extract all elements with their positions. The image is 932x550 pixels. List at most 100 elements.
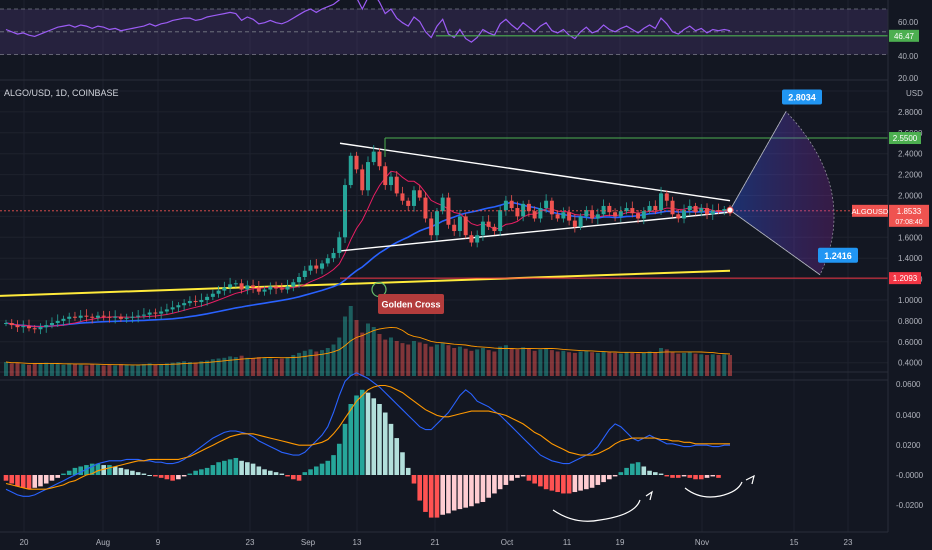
volume-bar [262,357,267,376]
volume-bar [239,355,244,376]
time-tick-label: 15 [790,538,799,547]
macd-histogram-bar [612,475,618,477]
candle-body [590,210,595,219]
candle-body [440,197,445,212]
volume-bar [515,349,520,376]
volume-bar [302,350,307,376]
volume-bar [601,351,606,376]
volume-bar [630,352,635,376]
current-price-badge[interactable]: 1.8533 07:08:40 [889,204,929,227]
macd-histogram-bar [670,475,675,478]
symbol-title[interactable]: ALGO/USD, 1D, COINBASE [4,88,119,98]
candle-body [164,309,169,312]
projection-fan [729,110,835,276]
symbol-price-tag[interactable]: ALGOUSD [852,204,889,217]
candle-body [187,301,192,304]
macd-histogram-bar [624,467,629,475]
candle-body [624,208,629,212]
price-tick-label: 1.0000 [898,296,923,305]
macd-histogram-bar [49,475,55,481]
target-up-label[interactable]: 2.8034 [782,89,822,105]
volume-bar [572,352,577,376]
macd-histogram-bar [566,475,572,494]
macd-histogram-bar [675,475,681,478]
volume-bar [670,352,675,376]
macd-histogram-bar [630,463,635,475]
price-tick-label: 2.0000 [898,192,923,201]
macd-histogram-bar [515,475,520,478]
macd-histogram-bar [331,455,336,475]
rsi-pane[interactable] [0,0,888,55]
macd-pane[interactable] [3,372,755,522]
price-axis[interactable]: 0.40000.60000.80001.00001.20001.40001.60… [852,0,932,550]
candle-body [716,210,721,212]
macd-histogram-bar [89,463,95,475]
macd-histogram-bar [256,466,262,475]
candle-body [90,316,95,318]
candle-body [182,303,187,306]
volume-bar [475,349,480,376]
level-badge-box [889,272,921,285]
candle-body [722,209,727,212]
candle-body [256,287,261,292]
volume-bar [647,351,652,376]
candle-body [176,305,181,308]
volume-pane [4,306,732,376]
level-badge-upper[interactable]: 2.5500 [889,132,921,145]
time-axis[interactable]: 20 Aug 9 23 Sep 13 21 Oct 11 19 Nov 15 23 [0,531,932,550]
volume-bar [452,348,457,376]
candle-body [417,190,422,198]
volume-bar [710,354,715,376]
hand-drawn-arrowhead [745,474,755,485]
golden-cross-annotation[interactable]: Golden Cross [378,294,444,314]
volume-bar [503,345,508,376]
rsi-value-badge[interactable]: 46.47 [889,29,919,42]
volume-bar [636,353,641,376]
target-down-label[interactable]: 1.2416 [818,247,858,263]
volume-bar [411,341,416,376]
volume-bar [182,361,187,376]
rsi-tick-label: 20.00 [898,74,919,83]
volume-bar [147,363,152,376]
macd-histogram-bar [377,404,382,475]
volume-bar [95,364,100,376]
candle-body [291,282,296,287]
volume-bar [469,350,474,376]
macd-histogram-bar [595,475,601,485]
macd-histogram-bar [451,475,457,511]
volume-bar [343,316,348,376]
candle-body [595,214,600,219]
volume-bar [216,358,221,376]
macd-histogram-bar [411,475,417,484]
macd-histogram-bar [308,469,313,475]
candle-body [130,316,135,318]
candle-body [480,221,485,236]
macd-histogram-bar [199,469,204,475]
candle-body [492,226,497,232]
candle-body [457,216,462,232]
candle-body [239,283,244,290]
volume-bar [716,355,721,376]
macd-histogram-bar [693,475,698,480]
price-pane[interactable]: 2.8034 1.2416 [0,89,888,335]
volume-bar [595,352,600,376]
volume-bar [360,332,365,376]
macd-histogram-bar [135,472,141,475]
candle-body [216,290,221,294]
macd-histogram-bar [61,473,66,475]
macd-histogram-bar [118,467,124,475]
volume-bar [130,365,135,376]
level-badge-lower[interactable]: 1.2093 [889,272,921,285]
macd-histogram-bar [170,475,175,481]
volume-bar [423,343,428,376]
macd-histogram-bar [273,472,279,475]
candle-body [4,322,8,324]
golden-cross-box [378,294,444,314]
volume-bar [457,346,462,376]
volume-bar [613,352,618,376]
candle-body [360,169,365,191]
time-tick-label: Aug [96,538,110,547]
macd-histogram-bar [549,475,555,491]
macd-tick-label: -0.0200 [896,501,924,510]
